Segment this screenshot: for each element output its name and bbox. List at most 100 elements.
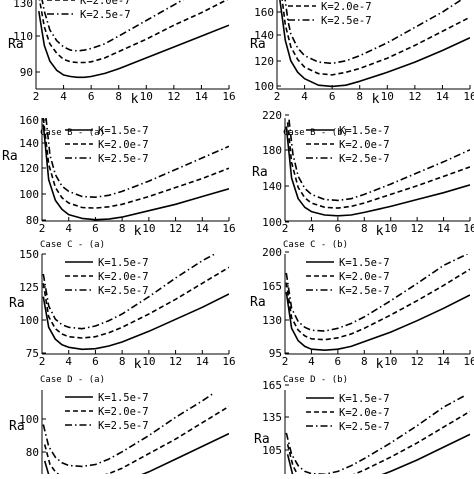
y-axis-label: Ra	[9, 296, 25, 311]
y-tick-label: 160	[19, 114, 39, 127]
x-tick-label: 14	[437, 222, 451, 235]
legend-label: K=2.5e-7	[98, 420, 149, 432]
series-line-k-2-5e-7	[41, 0, 185, 52]
series-line-k-2-5e-7	[284, 0, 463, 65]
x-tick-label: 14	[196, 222, 210, 235]
y-tick-label: 130	[262, 314, 282, 327]
series-group	[279, 0, 470, 88]
y-tick-label: 180	[262, 144, 282, 157]
x-tick-label: 4	[65, 222, 72, 235]
x-tick-label: 2	[274, 90, 281, 103]
y-tick-label: 110	[13, 30, 33, 43]
y-tick-label: 130	[13, 0, 33, 10]
x-tick-label: 12	[411, 355, 424, 368]
series-group	[42, 254, 229, 351]
y-tick-label: 135	[262, 411, 282, 424]
y-tick-label: 80	[26, 446, 39, 459]
y-tick-label: 220	[262, 109, 282, 122]
series-line-k-1-5e-7	[43, 432, 229, 479]
legend-label: K=1.5e-7	[339, 125, 390, 137]
panel-caption: Case C - (b)	[283, 240, 348, 250]
legend-label: K=2.0e-7	[339, 407, 390, 419]
legend-label: K=1.5e-7	[339, 257, 390, 269]
series-line-k-2-5e-7	[45, 118, 229, 198]
y-tick-label: 165	[262, 280, 282, 293]
chart-panel-b-a: 2 4 6 8 10 12 14 16 80 100 120 140 160 Ra k Case B - (a…	[2, 114, 236, 239]
x-tick-label: 6	[335, 355, 342, 368]
legend-label: K=2.5e-7	[98, 153, 149, 165]
y-tick-label: 140	[254, 29, 274, 42]
y-tick-label: 125	[19, 281, 39, 294]
y-tick-label: 165	[262, 379, 282, 392]
y-axis-label: Ra	[9, 419, 25, 434]
x-tick-label: 8	[361, 222, 368, 235]
y-tick-label: 100	[262, 216, 282, 229]
series-line-k-1-5e-7	[38, 10, 229, 79]
series-line-k-2-0e-7	[38, 0, 229, 64]
legend-label: K=2.0e-7	[339, 139, 390, 151]
x-axis-label: k	[134, 224, 142, 239]
y-axis-label: Ra	[8, 37, 24, 52]
x-tick-label: 14	[437, 355, 451, 368]
x-tick-label: 4	[301, 90, 308, 103]
x-tick-label: 10	[142, 355, 155, 368]
legend-label: K=2.0e-7	[339, 271, 390, 283]
y-axis-label: Ra	[252, 165, 268, 180]
y-tick-label: 120	[254, 55, 274, 68]
x-tick-label: 10	[142, 222, 155, 235]
x-tick-label: 14	[195, 90, 209, 103]
x-tick-label: 16	[463, 90, 474, 103]
legend-label: K=2.0e-7	[321, 1, 372, 13]
legend-label: K=2.5e-7	[339, 153, 390, 165]
x-tick-label: 12	[169, 355, 182, 368]
series-group	[285, 119, 470, 217]
x-tick-label: 8	[119, 222, 126, 235]
x-tick-label: 10	[381, 90, 394, 103]
y-tick-label: 95	[269, 347, 282, 360]
y-axis-label: Ra	[254, 432, 270, 447]
series-line-k-2-5e-7	[42, 254, 217, 330]
series-line-k-2-5e-7	[285, 394, 466, 476]
x-tick-label: 8	[119, 355, 126, 368]
x-axis-label: k	[376, 224, 384, 239]
legend-label: K=2.0e-7	[80, 0, 131, 7]
legend-label: K=2.0e-7	[98, 139, 149, 151]
series-line-k-2-0e-7	[42, 118, 229, 209]
series-line-k-2-0e-7	[281, 0, 470, 76]
series-line-k-2-0e-7	[42, 266, 229, 339]
chart-panel-d-b: 105 135 165 Ra Case D - (b) K=1.5e-7 K=2.0e-7 K…	[254, 375, 470, 479]
x-tick-label: 6	[329, 90, 336, 103]
legend-label: K=1.5e-7	[98, 392, 149, 404]
x-tick-label: 6	[335, 222, 342, 235]
y-tick-label: 75	[26, 347, 39, 360]
legend-label: K=1.5e-7	[98, 125, 149, 137]
y-axis-label: Ra	[250, 295, 266, 310]
series-line-k-1-5e-7	[285, 126, 470, 217]
series-line-k-2-5e-7	[42, 392, 214, 468]
y-tick-label: 200	[262, 246, 282, 259]
x-tick-label: 4	[60, 90, 67, 103]
x-tick-label: 8	[356, 90, 363, 103]
x-tick-label: 4	[308, 355, 315, 368]
panel-caption: Case D - (b)	[283, 375, 348, 385]
series-line-k-1-5e-7	[279, 0, 470, 88]
x-tick-label: 16	[222, 355, 235, 368]
x-axis-label: k	[134, 357, 142, 372]
chart-panel-c-a: 2 4 6 8 10 12 14 16 75 100 125 150 Ra k Case C - (a) K=…	[9, 240, 236, 372]
x-tick-label: 14	[196, 355, 210, 368]
y-tick-label: 150	[19, 248, 39, 261]
y-tick-label: 100	[19, 188, 39, 201]
x-tick-label: 2	[39, 355, 46, 368]
x-tick-label: 12	[408, 90, 421, 103]
x-tick-label: 4	[308, 222, 315, 235]
y-tick-label: 100	[254, 80, 274, 93]
series-line-k-1-5e-7	[42, 124, 229, 221]
series-line-k-1-5e-7	[286, 433, 470, 479]
series-line-k-1-5e-7	[285, 291, 470, 351]
y-tick-label: 100	[19, 314, 39, 327]
legend-label: K=2.5e-7	[98, 285, 149, 297]
y-axis-label: Ra	[2, 149, 18, 164]
